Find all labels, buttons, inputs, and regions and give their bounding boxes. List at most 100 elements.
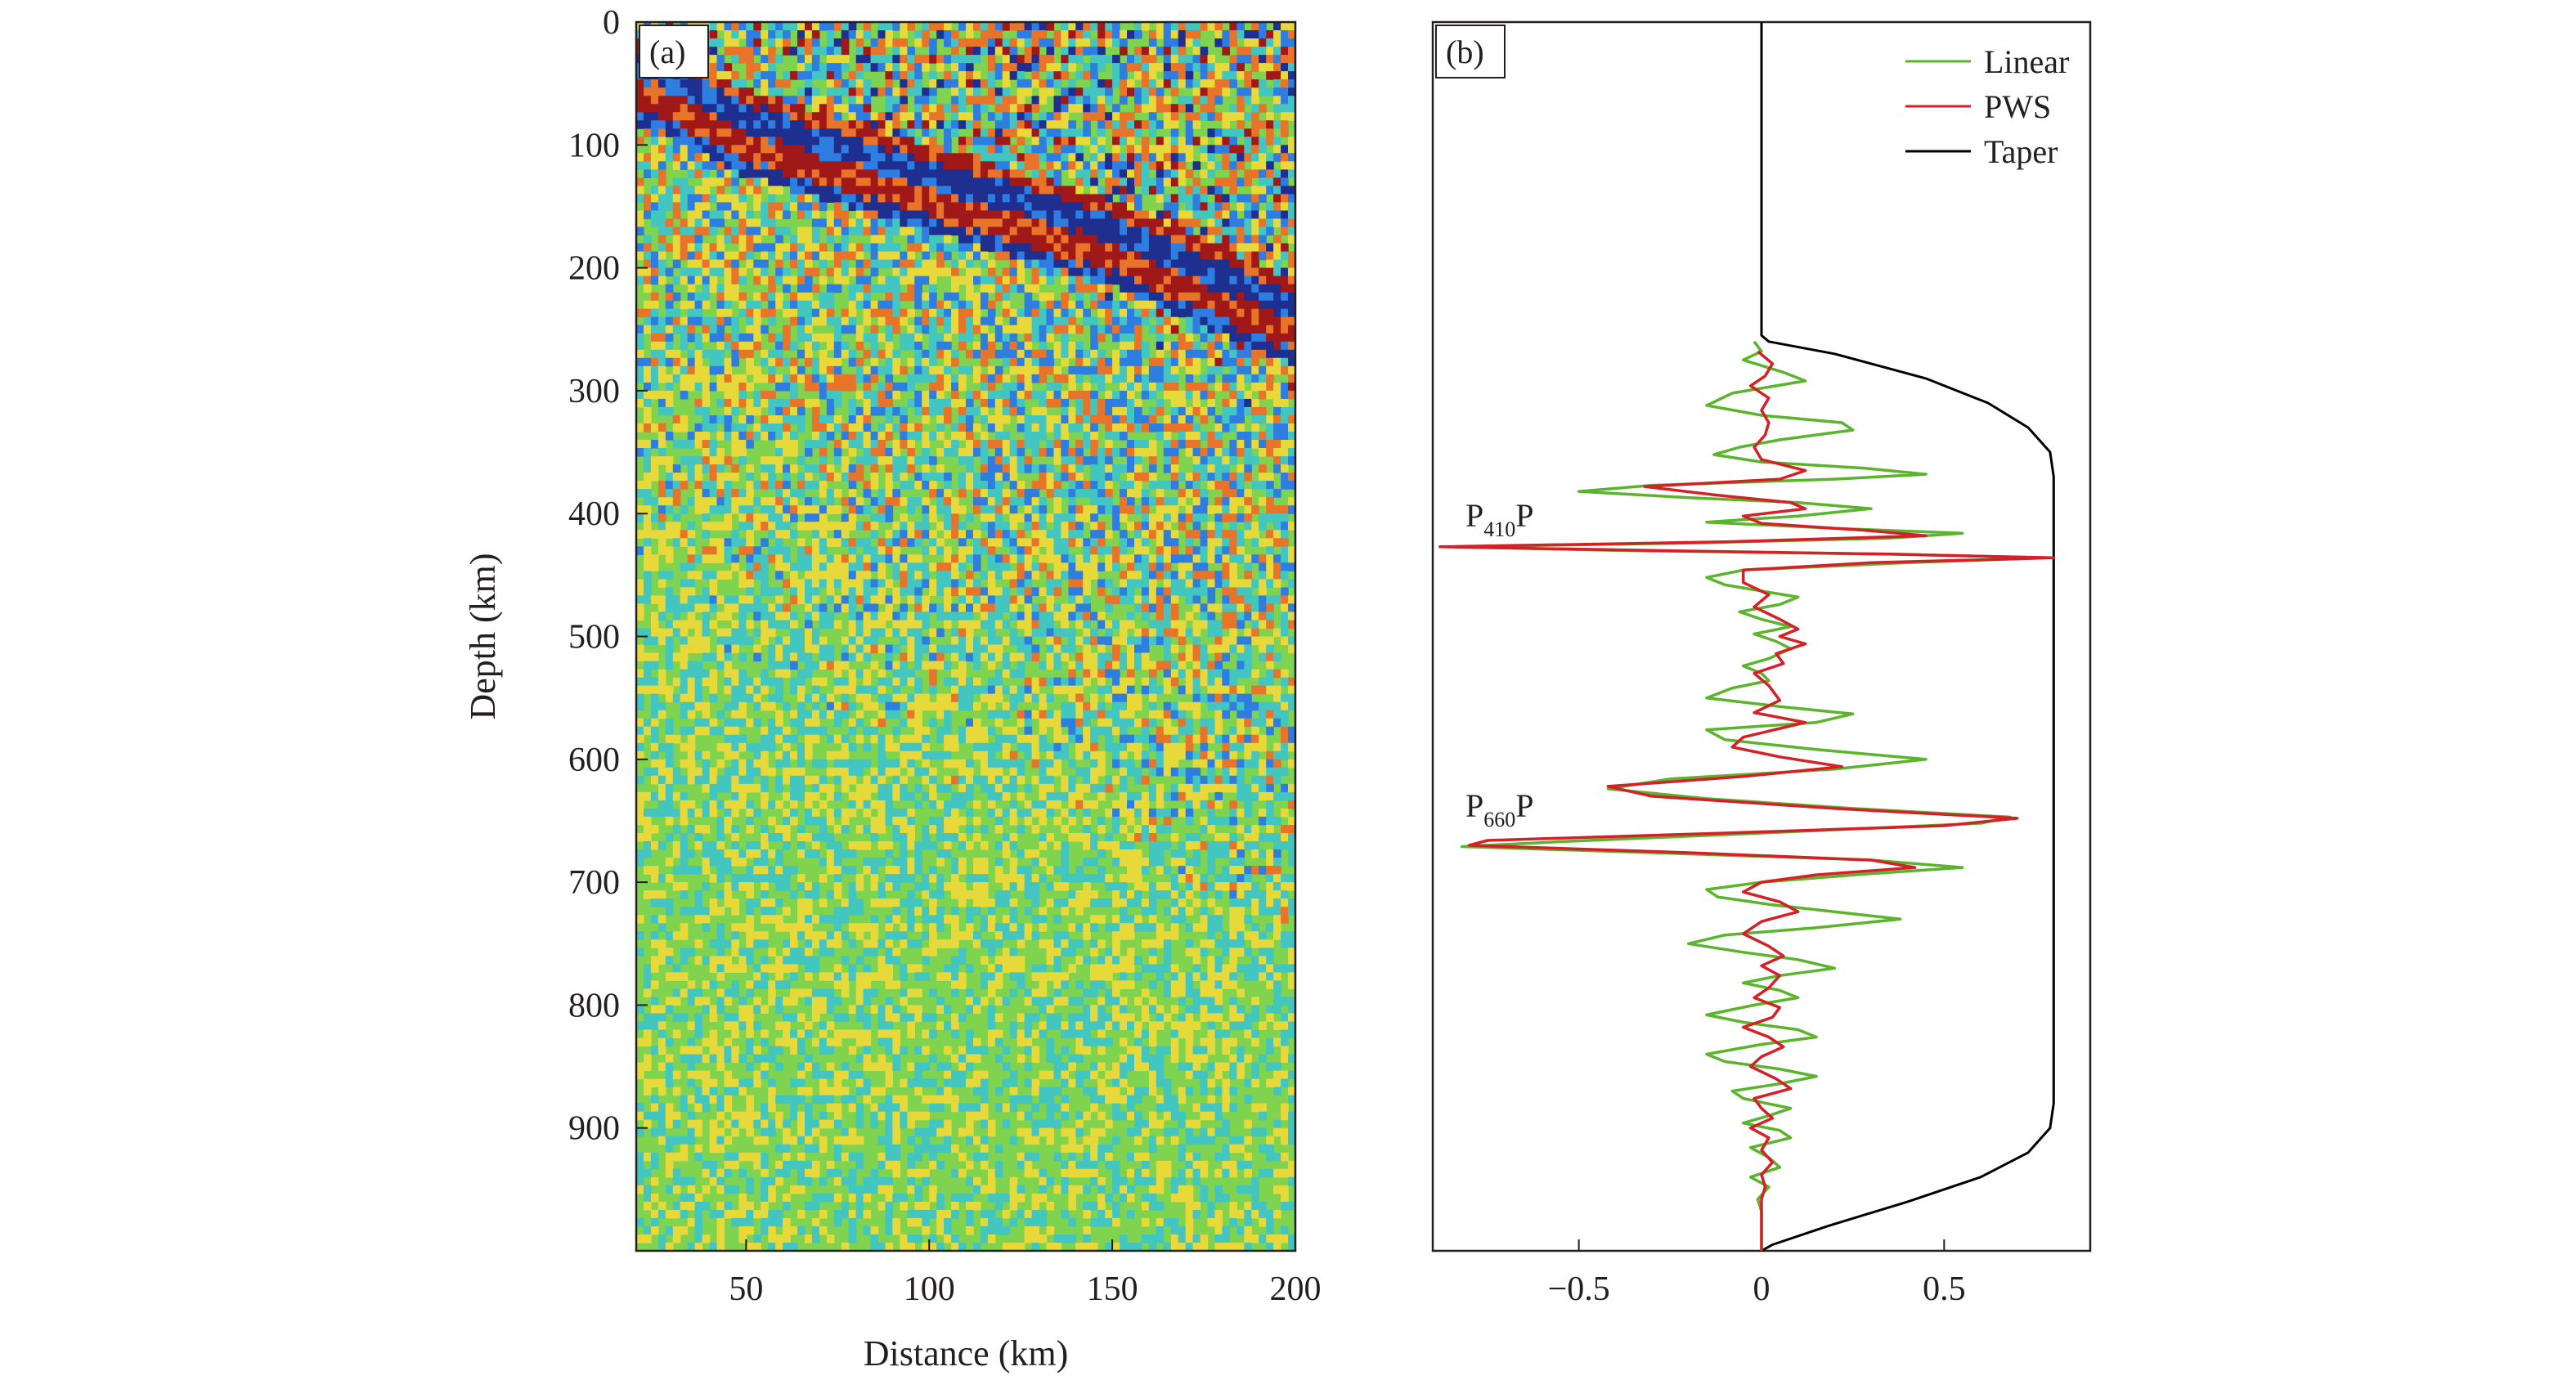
heatmap-cell (694, 1217, 703, 1227)
heatmap-cell (841, 1201, 850, 1211)
heatmap-cell (746, 1217, 754, 1227)
heatmap-cell (680, 866, 689, 875)
heatmap-cell (805, 186, 813, 195)
heatmap-cell (768, 734, 776, 744)
heatmap-cell (746, 579, 754, 588)
heatmap-cell (680, 587, 689, 596)
heatmap-cell (811, 710, 820, 719)
heatmap-cell (753, 554, 761, 563)
heatmap-cell (797, 628, 806, 638)
heatmap-cell (885, 1021, 894, 1030)
heatmap-cell (783, 415, 791, 424)
heatmap-cell (761, 1005, 769, 1014)
heatmap-cell (855, 595, 864, 604)
heatmap-cell (885, 489, 894, 498)
heatmap-cell (738, 652, 747, 662)
heatmap-cell (657, 1103, 666, 1113)
heatmap-cell (855, 194, 864, 203)
heatmap-cell (811, 47, 820, 56)
heatmap-cell (644, 972, 652, 981)
heatmap-cell (636, 440, 644, 449)
heatmap-cell (900, 898, 908, 907)
heatmap-cell (805, 923, 813, 932)
heatmap-cell (783, 923, 791, 932)
heatmap-cell (951, 63, 959, 72)
heatmap-cell (636, 1217, 644, 1227)
heatmap-cell (768, 432, 776, 441)
heatmap-cell (650, 423, 659, 432)
heatmap-cell (636, 1070, 644, 1080)
heatmap-cell (885, 742, 894, 752)
heatmap-cell (724, 1095, 733, 1104)
heatmap-cell (731, 497, 739, 506)
heatmap-cell (753, 874, 761, 883)
heatmap-cell (724, 595, 733, 604)
heatmap-cell (694, 161, 703, 170)
heatmap-cell (731, 710, 739, 719)
heatmap-cell (826, 71, 835, 80)
heatmap-cell (694, 382, 703, 392)
heatmap-cell (783, 661, 791, 670)
heatmap-cell (980, 571, 989, 580)
heatmap-cell (657, 898, 666, 907)
heatmap-cell (863, 1095, 872, 1104)
heatmap-cell (863, 948, 872, 957)
heatmap-cell (885, 210, 894, 220)
heatmap-cell (709, 333, 718, 343)
heatmap-cell (746, 980, 754, 989)
heatmap-cell (702, 481, 711, 490)
heatmap-cell (665, 1152, 674, 1162)
heatmap-cell (966, 874, 974, 883)
heatmap-cell (833, 841, 842, 850)
heatmap-cell (709, 1127, 718, 1137)
heatmap-cell (900, 415, 908, 424)
heatmap-cell (966, 808, 974, 818)
heatmap-cell (870, 923, 879, 932)
heatmap-cell (936, 169, 945, 178)
heatmap-cell (936, 833, 945, 842)
heatmap-cell (855, 390, 864, 400)
heatmap-cell (650, 87, 659, 96)
heatmap-cell (922, 267, 930, 277)
heatmap-cell (650, 751, 659, 760)
heatmap-cell (900, 153, 908, 162)
heatmap-cell (775, 677, 783, 687)
heatmap-cell (738, 145, 747, 154)
heatmap-cell (944, 718, 952, 728)
heatmap-cell (746, 1078, 754, 1088)
heatmap-cell (841, 562, 850, 571)
heatmap-cell (922, 636, 930, 646)
heatmap-cell (900, 194, 908, 203)
heatmap-cell (819, 1111, 828, 1121)
heatmap-cell (922, 1209, 930, 1219)
heatmap-cell (797, 1087, 806, 1096)
heatmap-cell (738, 701, 747, 711)
heatmap-cell (761, 47, 769, 56)
heatmap-cell (650, 210, 659, 220)
heatmap-cell (811, 791, 820, 801)
heatmap-cell (855, 571, 864, 580)
heatmap-cell (768, 1185, 776, 1194)
heatmap-cell (936, 398, 945, 408)
heatmap-cell (753, 226, 761, 236)
heatmap-cell (805, 522, 813, 531)
heatmap-cell (855, 522, 864, 531)
heatmap-cell (724, 276, 733, 285)
heatmap-cell (790, 489, 798, 498)
heatmap-cell (783, 1234, 791, 1243)
heatmap-cell (731, 980, 739, 989)
heatmap-cell (738, 964, 747, 973)
heatmap-cell (892, 1029, 900, 1039)
heatmap-cell (951, 1021, 959, 1030)
heatmap-cell (731, 907, 739, 916)
heatmap-cell (833, 1078, 842, 1088)
heatmap-cell (922, 1013, 930, 1022)
heatmap-cell (797, 751, 806, 760)
heatmap-cell (797, 349, 806, 359)
heatmap-cell (892, 1152, 900, 1162)
heatmap-cell (672, 161, 681, 170)
heatmap-cell (657, 1005, 666, 1014)
heatmap-cell (680, 849, 689, 858)
heatmap-cell (966, 1046, 974, 1055)
heatmap-cell (650, 890, 659, 899)
